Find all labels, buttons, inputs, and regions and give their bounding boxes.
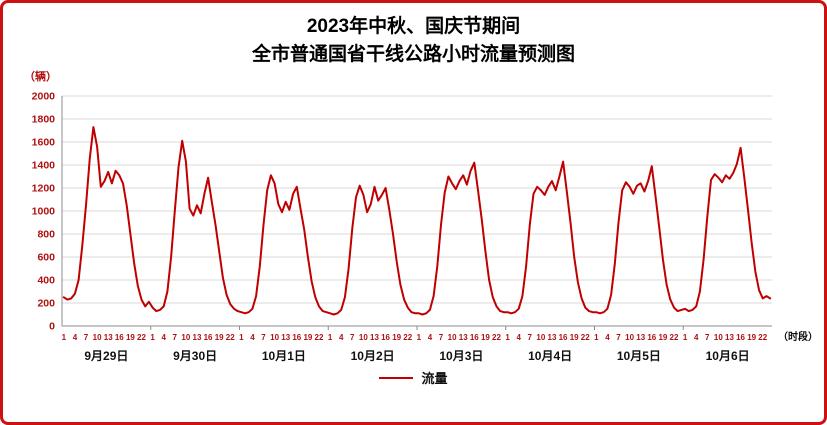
svg-text:（时段）: （时段） [778, 330, 818, 343]
svg-text:4: 4 [428, 333, 433, 342]
svg-text:19: 19 [126, 333, 135, 342]
legend-line-swatch [379, 376, 414, 379]
svg-text:19: 19 [570, 333, 579, 342]
svg-text:1400: 1400 [32, 160, 56, 172]
svg-text:22: 22 [315, 333, 324, 342]
svg-text:400: 400 [37, 275, 55, 287]
svg-text:19: 19 [658, 333, 667, 342]
svg-text:4: 4 [516, 333, 521, 342]
chart-title-line2: 全市普通国省干线公路小时流量预测图 [251, 43, 575, 65]
svg-text:9月30日: 9月30日 [173, 349, 217, 363]
svg-text:16: 16 [647, 333, 656, 342]
chart-legend: 流量 [3, 368, 824, 387]
flow-line-chart: 0 200 400 600 800 1000 1200 1400 1600 1800 2000 （辆）… [24, 69, 818, 363]
svg-text:13: 13 [281, 333, 290, 342]
svg-text:7: 7 [705, 333, 710, 342]
svg-text:1: 1 [62, 333, 67, 342]
svg-text:19: 19 [215, 333, 224, 342]
svg-text:7: 7 [261, 333, 266, 342]
svg-text:10: 10 [714, 333, 723, 342]
svg-text:13: 13 [370, 333, 379, 342]
svg-text:7: 7 [350, 333, 355, 342]
svg-text:800: 800 [37, 229, 55, 241]
svg-text:1: 1 [417, 333, 422, 342]
svg-text:2000: 2000 [32, 91, 56, 103]
svg-text:16: 16 [115, 333, 124, 342]
chart-area: 0 200 400 600 800 1000 1200 1400 1600 1800 2000 （辆）… [6, 68, 821, 370]
svg-text:4: 4 [73, 333, 78, 342]
legend-series-label: 流量 [421, 371, 448, 387]
svg-text:7: 7 [84, 333, 89, 342]
svg-text:0: 0 [49, 321, 55, 333]
svg-text:1800: 1800 [32, 114, 56, 126]
svg-text:（辆）: （辆） [24, 69, 57, 83]
svg-text:22: 22 [758, 333, 767, 342]
svg-text:10月6日: 10月6日 [706, 349, 750, 363]
svg-text:1000: 1000 [32, 206, 56, 218]
svg-text:4: 4 [339, 333, 344, 342]
svg-text:1200: 1200 [32, 183, 56, 195]
svg-text:4: 4 [694, 333, 699, 342]
svg-text:10: 10 [270, 333, 279, 342]
svg-text:1: 1 [150, 333, 155, 342]
svg-text:16: 16 [204, 333, 213, 342]
svg-text:22: 22 [670, 333, 679, 342]
svg-text:16: 16 [292, 333, 301, 342]
svg-text:10: 10 [625, 333, 634, 342]
svg-text:16: 16 [470, 333, 479, 342]
svg-text:13: 13 [725, 333, 734, 342]
svg-text:16: 16 [736, 333, 745, 342]
svg-text:19: 19 [392, 333, 401, 342]
svg-text:22: 22 [226, 333, 235, 342]
svg-text:22: 22 [403, 333, 412, 342]
svg-text:1: 1 [683, 333, 688, 342]
svg-text:10月1日: 10月1日 [262, 349, 306, 363]
svg-text:19: 19 [481, 333, 490, 342]
svg-text:16: 16 [381, 333, 390, 342]
svg-text:200: 200 [37, 298, 55, 310]
svg-text:16: 16 [559, 333, 568, 342]
svg-text:10: 10 [536, 333, 545, 342]
svg-text:22: 22 [581, 333, 590, 342]
svg-text:13: 13 [459, 333, 468, 342]
svg-text:1: 1 [239, 333, 244, 342]
svg-text:13: 13 [104, 333, 113, 342]
svg-text:13: 13 [548, 333, 557, 342]
svg-text:22: 22 [137, 333, 146, 342]
svg-text:1: 1 [594, 333, 599, 342]
chart-title-line1: 2023年中秋、国庆节期间 [306, 16, 521, 37]
svg-text:10: 10 [93, 333, 102, 342]
svg-text:10月2日: 10月2日 [351, 349, 395, 363]
svg-text:10月4日: 10月4日 [528, 349, 572, 363]
svg-text:13: 13 [193, 333, 202, 342]
svg-text:10: 10 [359, 333, 368, 342]
chart-title: 2023年中秋、国庆节期间 全市普通国省干线公路小时流量预测图 [3, 3, 824, 68]
svg-text:600: 600 [37, 252, 55, 264]
svg-text:4: 4 [250, 333, 255, 342]
svg-text:1600: 1600 [32, 137, 56, 149]
svg-text:19: 19 [747, 333, 756, 342]
svg-text:1: 1 [328, 333, 333, 342]
svg-text:10月5日: 10月5日 [617, 349, 661, 363]
svg-text:10月3日: 10月3日 [439, 349, 483, 363]
svg-text:7: 7 [616, 333, 621, 342]
svg-text:7: 7 [173, 333, 178, 342]
svg-text:1: 1 [505, 333, 510, 342]
svg-text:13: 13 [636, 333, 645, 342]
svg-text:10: 10 [181, 333, 190, 342]
svg-text:7: 7 [439, 333, 444, 342]
svg-text:4: 4 [605, 333, 610, 342]
svg-text:4: 4 [161, 333, 166, 342]
svg-text:7: 7 [528, 333, 533, 342]
svg-text:10: 10 [448, 333, 457, 342]
svg-text:9月29日: 9月29日 [84, 349, 128, 363]
svg-text:19: 19 [303, 333, 312, 342]
svg-text:22: 22 [492, 333, 501, 342]
